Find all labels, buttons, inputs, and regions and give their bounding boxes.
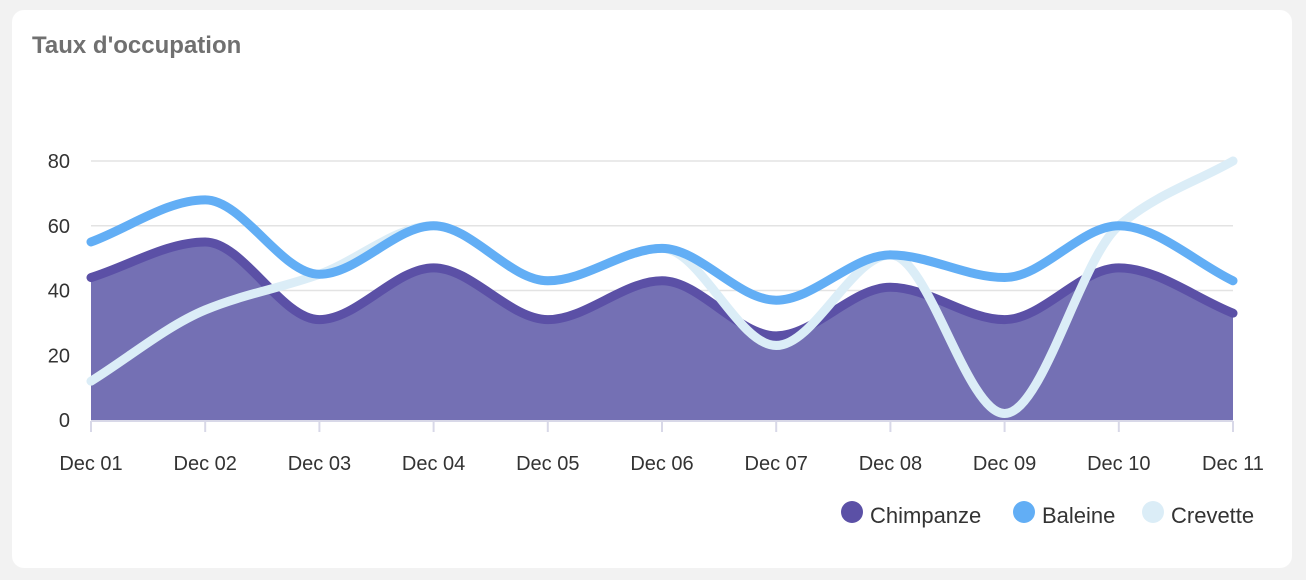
x-tick-label: Dec 03 (288, 453, 351, 475)
y-tick-label: 80 (48, 151, 70, 173)
series-line-chimpanze (86, 237, 1238, 341)
legend-item-crevette[interactable]: Crevette (1142, 501, 1254, 528)
legend-label-crevette: Crevette (1171, 503, 1254, 528)
legend-marker-baleine (1013, 501, 1035, 523)
legend-item-chimpanze[interactable]: Chimpanze (841, 501, 981, 528)
x-tick-label: Dec 02 (174, 453, 237, 475)
x-tick-label: Dec 04 (402, 453, 465, 475)
x-tick-label: Dec 11 (1202, 453, 1264, 475)
series-area-chimpanze (91, 241, 1233, 420)
legend[interactable]: Chimpanze Baleine Crevette (841, 501, 1254, 528)
legend-marker-crevette (1142, 501, 1164, 523)
y-tick-label: 40 (48, 281, 70, 303)
chart-card: Taux d'occupation 0 20 40 60 80 Dec 01 Dec 02 D… (12, 10, 1292, 568)
series-layer (86, 156, 1238, 420)
x-tick-label: Dec 05 (516, 453, 579, 475)
occupancy-chart: 0 20 40 60 80 Dec 01 Dec 02 Dec 03 Dec 04 Dec 05 D… (48, 151, 1264, 528)
legend-label-baleine: Baleine (1042, 503, 1115, 528)
axes: 0 20 40 60 80 Dec 01 Dec 02 Dec 03 Dec 04 Dec 05 D… (48, 151, 1264, 475)
x-tick-label: Dec 01 (59, 453, 122, 475)
x-tick-label: Dec 06 (630, 453, 693, 475)
y-tick-label: 60 (48, 216, 70, 238)
series-line-baleine (86, 195, 1238, 305)
legend-marker-chimpanze (841, 501, 863, 523)
y-tick-label: 0 (59, 410, 70, 432)
x-tick-label: Dec 08 (859, 453, 922, 475)
x-tick-label: Dec 10 (1087, 453, 1150, 475)
legend-label-chimpanze: Chimpanze (870, 503, 981, 528)
x-tick-label: Dec 09 (973, 453, 1036, 475)
legend-item-baleine[interactable]: Baleine (1013, 501, 1115, 528)
x-tick-label: Dec 07 (745, 453, 808, 475)
y-tick-label: 20 (48, 345, 70, 367)
chart-title: Taux d'occupation (32, 32, 242, 59)
